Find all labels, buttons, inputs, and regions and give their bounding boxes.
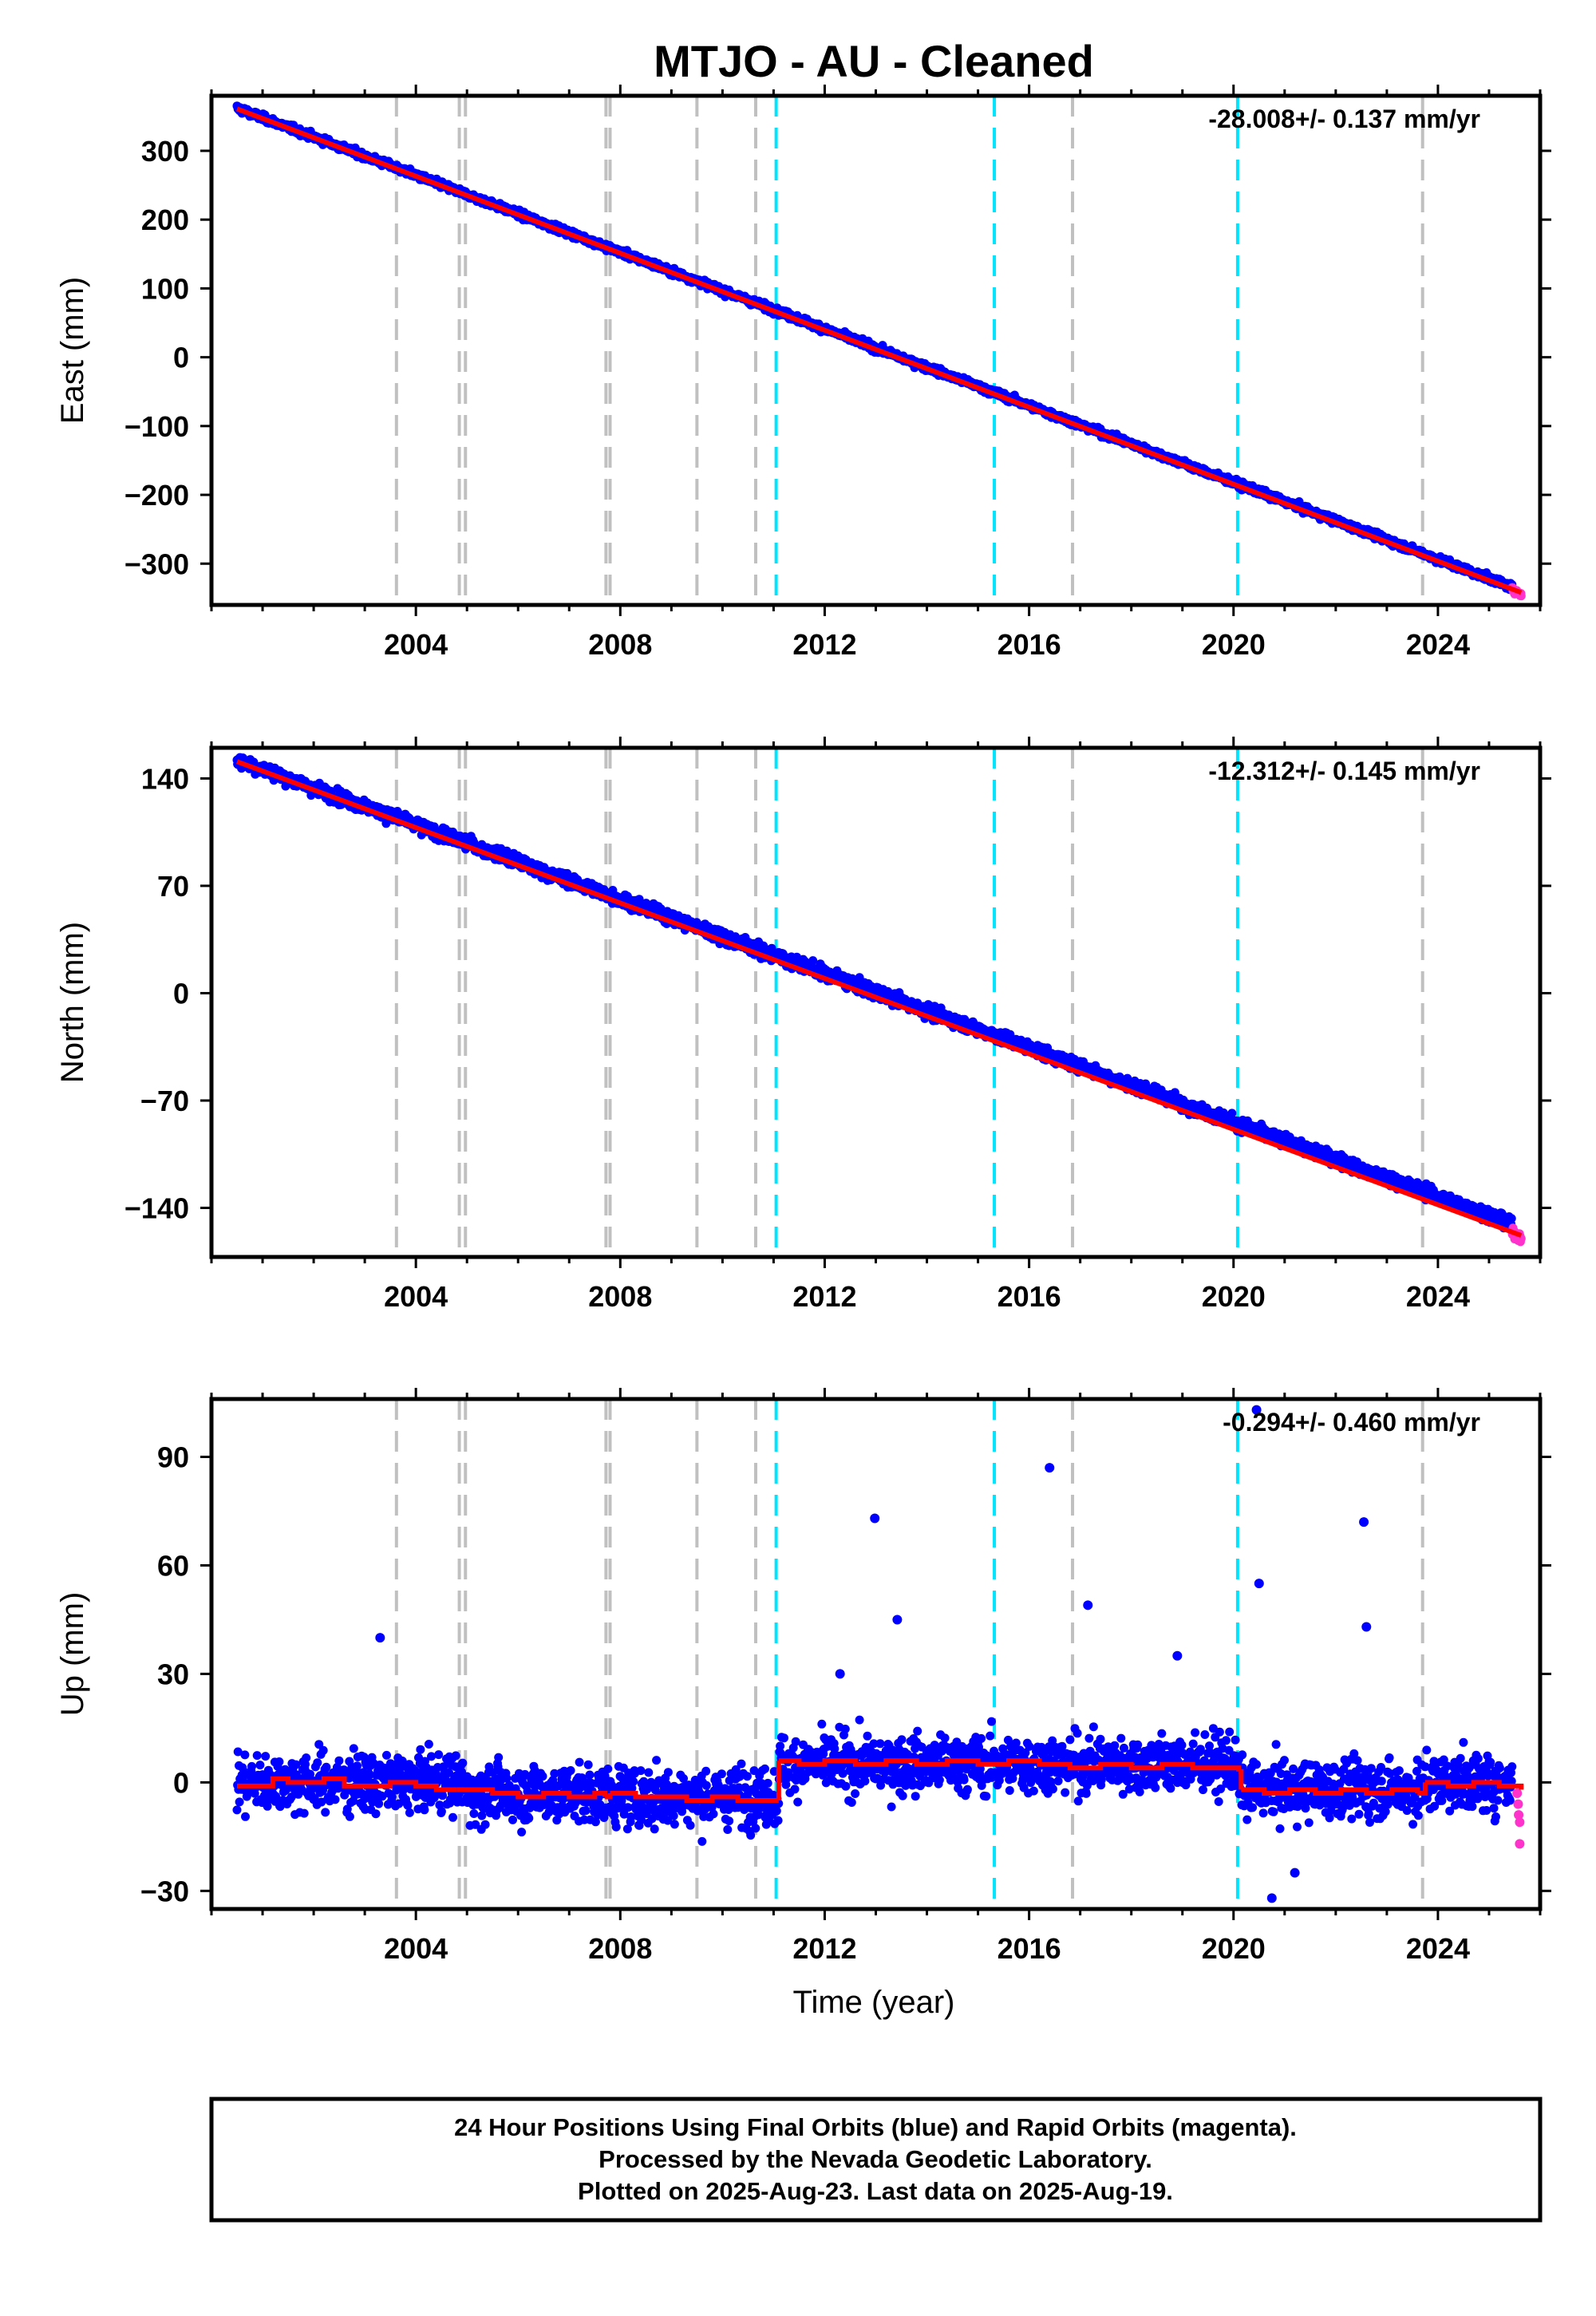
final-orbit-point: [1005, 1030, 1015, 1039]
x-tick-label: 2020: [1202, 628, 1266, 661]
y-tick-label: 100: [141, 272, 189, 305]
figure-title: MTJO - AU - Cleaned: [654, 36, 1094, 86]
y-tick-label: −200: [124, 479, 189, 512]
y-tick-label: 300: [141, 135, 189, 168]
plot-area: [232, 748, 1526, 1257]
final-orbit-point: [808, 956, 818, 966]
y-tick-label: 0: [173, 342, 189, 374]
x-tick-label: 2004: [384, 628, 448, 661]
x-tick-label: 2024: [1406, 628, 1470, 661]
final-orbit-point: [1227, 1109, 1237, 1118]
plot-area: [232, 96, 1526, 605]
y-tick-label: 200: [141, 204, 189, 236]
y-tick-label: −300: [124, 547, 189, 580]
x-tick-label: 2012: [792, 628, 856, 661]
panel-1: 2004 2008 2012 2016 2020 2024 −300 −200 −100 0 100…: [55, 85, 1551, 661]
x-tick-label: 2016: [998, 628, 1061, 661]
y-tick-label: −100: [124, 410, 189, 443]
velocity-rate-label: -28.008+/- 0.137 mm/yr: [1208, 105, 1480, 133]
y-axis-label: East (mm): [55, 277, 90, 424]
panels: 2004 2008 2012 2016 2020 2024 −300 −200 −100 0 100…: [55, 85, 1551, 1965]
panel-2: 2004 2008 2012 2016 2020 2024−140−70070140Nor…: [55, 737, 1551, 1313]
model-fit-line: [235, 106, 1523, 595]
x-tick-label: 2008: [588, 628, 652, 661]
